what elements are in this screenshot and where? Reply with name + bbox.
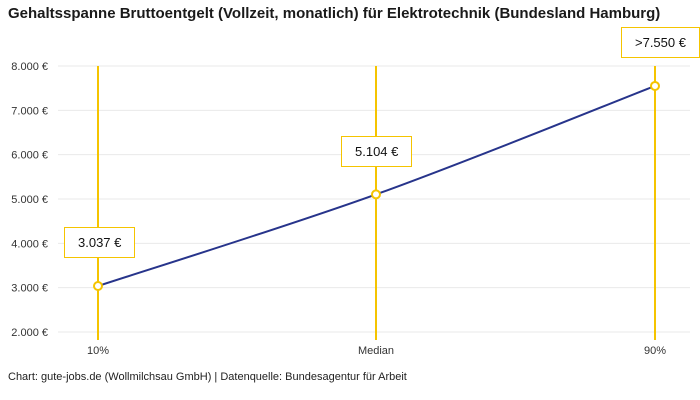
data-point-marker [650, 80, 660, 91]
y-axis-tick-label: 6.000 € [11, 150, 48, 162]
y-axis-tick-label: 8.000 € [11, 61, 48, 73]
chart-footer-source: Chart: gute-jobs.de (Wollmilchsau GmbH) … [8, 371, 407, 383]
y-axis-tick-label: 3.000 € [11, 283, 48, 295]
callout-percentile-10: 3.037 € [64, 227, 136, 258]
callout-percentile-90: >7.550 € [621, 27, 700, 58]
x-axis-tick-label: 10% [87, 345, 109, 357]
y-axis-tick-label: 5.000 € [11, 194, 48, 206]
y-axis-tick-label: 4.000 € [11, 238, 48, 250]
y-axis-tick-label: 2.000 € [11, 327, 48, 339]
data-point-marker [93, 281, 103, 292]
data-point-marker [371, 189, 381, 200]
callout-median: 5.104 € [341, 136, 413, 167]
y-axis-tick-label: 7.000 € [11, 105, 48, 117]
x-axis-tick-label: 90% [644, 345, 666, 357]
chart-title: Gehaltsspanne Bruttoentgelt (Vollzeit, m… [8, 5, 661, 22]
x-axis-tick-label: Median [358, 345, 394, 357]
